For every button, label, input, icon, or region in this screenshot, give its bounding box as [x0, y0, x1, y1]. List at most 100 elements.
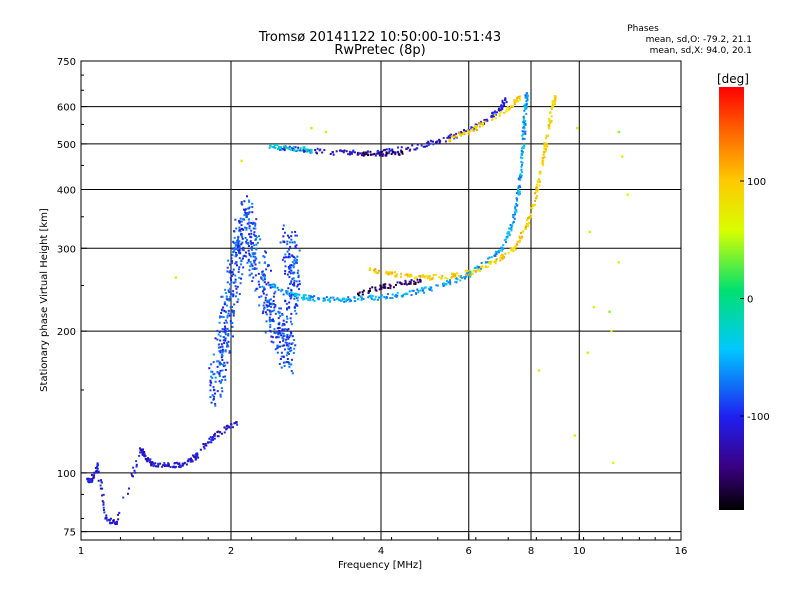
- data-point: [537, 178, 541, 181]
- data-point: [523, 145, 526, 148]
- data-point: [523, 104, 526, 107]
- data-point: [291, 149, 294, 152]
- data-point: [162, 464, 165, 467]
- data-point: [539, 172, 542, 175]
- data-point: [89, 479, 92, 482]
- data-point: [241, 236, 244, 239]
- data-point: [339, 299, 342, 302]
- data-point: [472, 129, 475, 132]
- data-point: [280, 290, 283, 293]
- data-point: [219, 362, 222, 365]
- data-point: [367, 154, 370, 157]
- data-point: [94, 471, 97, 474]
- data-point: [382, 286, 385, 289]
- data-point: [463, 277, 466, 280]
- data-point: [285, 344, 288, 347]
- data-point: [546, 145, 549, 148]
- data-point: [469, 130, 472, 133]
- data-point: [348, 298, 351, 301]
- data-point: [455, 272, 458, 275]
- data-point: [232, 295, 235, 298]
- data-point: [424, 286, 427, 289]
- data-point: [244, 236, 247, 239]
- data-point: [370, 294, 373, 297]
- data-point: [254, 255, 257, 258]
- data-point: [493, 261, 496, 264]
- data-point: [345, 300, 348, 303]
- data-point: [541, 159, 544, 162]
- data-point: [498, 114, 501, 117]
- data-point: [112, 519, 115, 522]
- data-point: [444, 140, 447, 143]
- data-point: [230, 281, 233, 284]
- data-point: [386, 152, 389, 155]
- data-point: [401, 152, 404, 155]
- data-point: [544, 142, 547, 145]
- data-point: [91, 479, 94, 482]
- data-point: [233, 303, 236, 306]
- data-point: [487, 257, 490, 260]
- data-point: [209, 441, 212, 444]
- data-point: [238, 293, 241, 296]
- data-point: [261, 312, 264, 315]
- data-point: [293, 297, 296, 300]
- data-point: [106, 519, 109, 522]
- data-point: [277, 145, 280, 148]
- data-point: [467, 130, 470, 134]
- data-point: [237, 245, 240, 248]
- data-point: [102, 493, 105, 496]
- data-point: [309, 295, 312, 298]
- data-point: [467, 269, 470, 272]
- data-point: [274, 284, 277, 287]
- data-point: [223, 431, 226, 434]
- data-point: [296, 255, 299, 258]
- data-point: [204, 444, 207, 447]
- data-point: [308, 297, 311, 300]
- data-point: [374, 295, 377, 298]
- data-point: [151, 461, 154, 464]
- data-point: [430, 286, 433, 289]
- data-point: [237, 235, 240, 238]
- data-point: [249, 235, 252, 238]
- data-point: [371, 286, 374, 289]
- data-point: [247, 245, 250, 248]
- data-point: [554, 97, 557, 100]
- data-point: [133, 469, 136, 472]
- data-point: [459, 279, 462, 282]
- data-point: [425, 145, 428, 148]
- data-point: [221, 369, 224, 372]
- data-point: [311, 296, 314, 299]
- data-point: [288, 236, 291, 239]
- data-point: [489, 262, 492, 265]
- data-point: [290, 269, 293, 272]
- data-point: [293, 149, 296, 152]
- data-point: [226, 316, 229, 319]
- data-point: [289, 282, 292, 285]
- data-point: [293, 279, 296, 282]
- data-point: [235, 287, 238, 290]
- data-point: [288, 241, 291, 244]
- data-point: [253, 231, 256, 234]
- data-point: [431, 140, 434, 143]
- data-point: [487, 265, 490, 268]
- data-point: [99, 484, 102, 487]
- data-point: [550, 115, 553, 118]
- data-point: [458, 131, 461, 134]
- data-point: [251, 202, 254, 205]
- data-point: [368, 295, 371, 298]
- data-point: [298, 293, 301, 296]
- data-point: [234, 251, 237, 254]
- data-point: [247, 207, 250, 210]
- data-point: [460, 132, 463, 135]
- data-point: [202, 445, 205, 448]
- data-point: [297, 288, 300, 291]
- data-point: [220, 295, 223, 298]
- data-point: [465, 130, 468, 133]
- data-point: [290, 147, 293, 150]
- data-point: [253, 261, 256, 264]
- data-point: [292, 272, 295, 275]
- data-point: [266, 301, 269, 304]
- data-point: [504, 252, 507, 255]
- data-point: [491, 115, 494, 118]
- data-point: [506, 106, 509, 109]
